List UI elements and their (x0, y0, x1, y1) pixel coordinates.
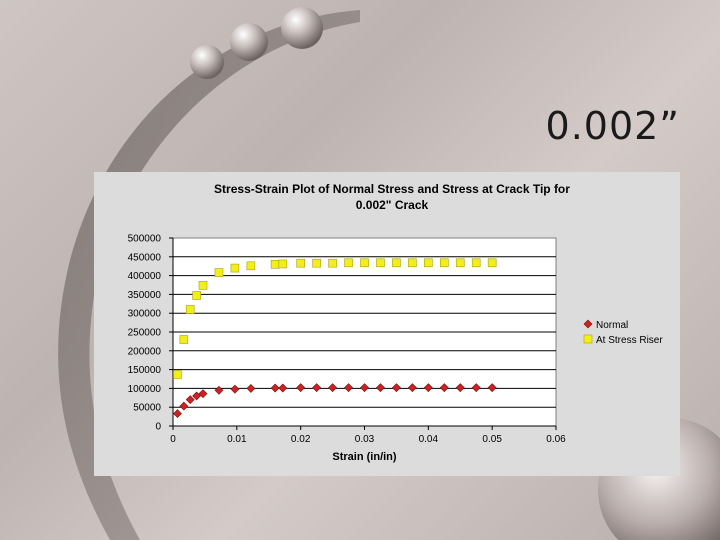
normal-point (270, 383, 280, 393)
stress-riser-point (408, 258, 417, 268)
stress-riser-point (360, 258, 369, 268)
stress-riser-point (214, 268, 224, 277)
y-tick-label: 300000 (128, 309, 162, 320)
stress-riser-point (179, 335, 189, 344)
normal-point (471, 383, 481, 393)
normal-point (173, 409, 182, 419)
normal-point (439, 383, 449, 393)
stress-riser-point (185, 305, 195, 314)
slide-title: 0.002” (545, 104, 680, 148)
y-tick-label: 50000 (133, 403, 161, 414)
y-tick-label: 400000 (128, 271, 162, 282)
x-tick-label: 0.03 (355, 434, 375, 445)
normal-point (312, 383, 322, 393)
y-tick-label: 0 (155, 422, 161, 433)
stress-riser-point (439, 258, 449, 268)
legend-marker (583, 319, 593, 329)
stress-riser-point (312, 258, 321, 268)
normal-point (487, 383, 497, 393)
y-tick-label: 150000 (128, 365, 162, 376)
normal-point (376, 383, 385, 393)
stress-riser-point (278, 259, 288, 269)
stress-strain-chart: 0 50000 100000 150000 200000 250000 300000 3500… (128, 182, 664, 463)
stress-riser-point (455, 258, 465, 268)
stress-riser-point (471, 258, 481, 268)
stress-riser-point (392, 258, 401, 268)
stress-riser-point (198, 281, 208, 290)
x-tick-label: 0.05 (482, 434, 502, 445)
normal-point (328, 383, 338, 393)
y-tick-label: 350000 (128, 290, 162, 301)
normal-point (179, 401, 189, 411)
stress-riser-point (173, 370, 182, 379)
chart-title-line: Stress-Strain Plot of Normal Stress and … (214, 182, 570, 196)
stress-riser-point (270, 260, 280, 269)
normal-point (423, 383, 433, 393)
x-axis-label: Strain (in/in) (332, 451, 397, 463)
stress-riser-point (296, 258, 305, 268)
chart-panel: 0 50000 100000 150000 200000 250000 300000 3500… (94, 172, 680, 476)
normal-point (198, 389, 208, 399)
x-tick-label: 0.04 (419, 434, 439, 445)
normal-point (192, 391, 202, 401)
legend-label: At Stress Riser (596, 335, 663, 346)
normal-point (344, 383, 353, 393)
stress-riser-point (192, 291, 201, 300)
x-tick-label: 0.02 (291, 434, 311, 445)
normal-point (455, 383, 465, 393)
normal-point (407, 383, 417, 393)
normal-point (296, 383, 306, 393)
y-tick-label: 100000 (128, 384, 162, 395)
x-tick-label: 0 (170, 434, 176, 445)
stress-riser-point (487, 258, 497, 268)
decorative-sphere (230, 23, 268, 61)
x-tick-label: 0.01 (227, 434, 247, 445)
stress-riser-point (424, 258, 433, 268)
decorative-sphere (281, 7, 323, 49)
stress-riser-point (246, 261, 256, 271)
decorative-sphere (190, 45, 224, 79)
chart-title-line: 0.002" Crack (356, 198, 429, 212)
normal-point (360, 383, 369, 393)
normal-point (185, 395, 195, 405)
y-tick-label: 500000 (128, 234, 162, 245)
stress-riser-point (376, 258, 385, 268)
stress-riser-point (344, 258, 353, 268)
normal-point (230, 384, 240, 394)
legend-label: Normal (596, 320, 628, 331)
normal-point (246, 383, 256, 393)
stress-riser-point (230, 263, 240, 273)
y-tick-label: 200000 (128, 346, 162, 357)
normal-point (214, 385, 224, 395)
y-tick-label: 450000 (128, 252, 162, 263)
stress-riser-point (328, 258, 337, 268)
decorative-arc (58, 10, 360, 540)
x-tick-label: 0.06 (546, 434, 566, 445)
legend-marker (583, 334, 593, 344)
normal-point (391, 383, 401, 393)
normal-point (278, 383, 288, 393)
y-tick-label: 250000 (128, 328, 162, 339)
